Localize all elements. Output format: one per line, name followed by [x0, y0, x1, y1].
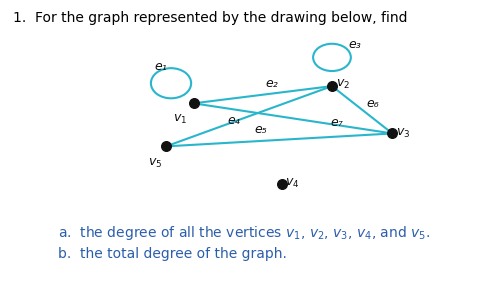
Point	[278, 181, 286, 186]
Text: b.  the total degree of the graph.: b. the total degree of the graph.	[58, 247, 287, 261]
Text: a.  the degree of all the vertices $v_1$, $v_2$, $v_3$, $v_4$, and $v_5$.: a. the degree of all the vertices $v_1$,…	[58, 224, 430, 242]
Text: e₆: e₆	[367, 97, 380, 110]
Text: $v_{3}$: $v_{3}$	[396, 127, 410, 140]
Text: 1.  For the graph represented by the drawing below, find: 1. For the graph represented by the draw…	[13, 11, 407, 26]
Point	[190, 101, 198, 106]
Point	[162, 144, 170, 149]
Text: $v_{5}$: $v_{5}$	[148, 157, 162, 170]
Text: e₁: e₁	[154, 59, 167, 73]
Text: e₄: e₄	[227, 114, 240, 127]
Text: e₅: e₅	[254, 123, 267, 136]
Text: $v_{1}$: $v_{1}$	[173, 113, 187, 126]
Point	[328, 84, 336, 88]
Text: e₇: e₇	[330, 116, 344, 129]
Text: $v_{2}$: $v_{2}$	[336, 78, 350, 91]
Text: $v_{4}$: $v_{4}$	[285, 177, 299, 190]
Text: e₃: e₃	[348, 38, 361, 51]
Text: e₂: e₂	[265, 77, 278, 90]
Point	[388, 131, 396, 136]
